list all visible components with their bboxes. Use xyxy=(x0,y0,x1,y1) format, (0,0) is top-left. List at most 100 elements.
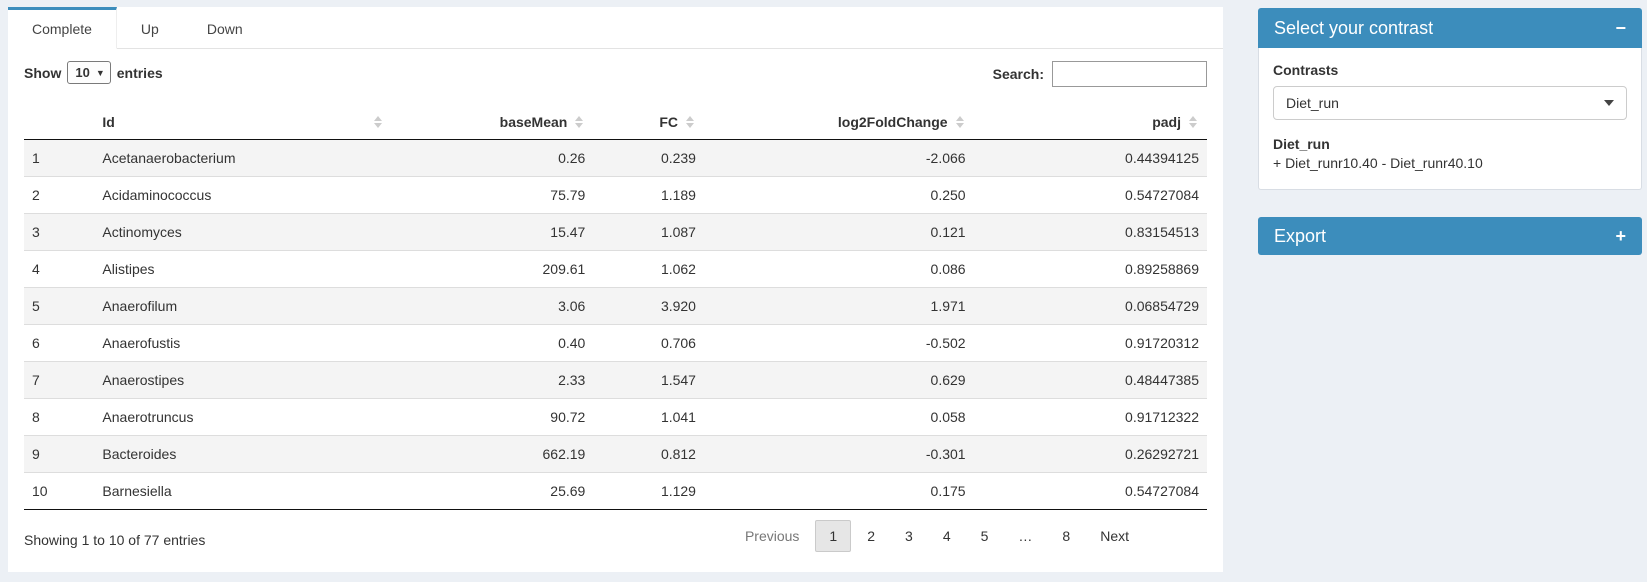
cell-id: Anaerostipes xyxy=(94,361,393,399)
column-header-fc[interactable]: FC xyxy=(593,105,704,140)
column-header-index xyxy=(24,105,95,140)
column-header-id[interactable]: Id xyxy=(94,105,393,140)
next-page-button[interactable]: Next xyxy=(1100,528,1129,544)
cell-basemean: 209.61 xyxy=(392,250,594,288)
cell-padj: 0.54727084 xyxy=(973,472,1207,510)
table-info: Showing 1 to 10 of 77 entries xyxy=(24,532,206,548)
cell-padj: 0.44394125 xyxy=(973,139,1207,177)
cell-log2foldchange: 0.086 xyxy=(703,250,974,288)
page-button-3[interactable]: 3 xyxy=(905,528,913,544)
cell-basemean: 0.40 xyxy=(392,324,594,362)
tab-up[interactable]: Up xyxy=(140,21,159,37)
table-body: 1 Acetanaerobacterium 0.26 0.239 -2.066 0.443… xyxy=(24,139,1207,510)
cell-log2foldchange: 0.175 xyxy=(703,472,974,510)
pagination-ellipsis: … xyxy=(1018,528,1033,544)
cell-id: Barnesiella xyxy=(94,472,393,510)
table-row[interactable]: 8 Anaerotruncus 90.72 1.041 0.058 0.91712322 xyxy=(24,398,1207,436)
cell-fc: 1.189 xyxy=(593,176,704,214)
cell-id: Acidaminococcus xyxy=(94,176,393,214)
cell-id: Alistipes xyxy=(94,250,393,288)
tab-bar: Complete Up Down xyxy=(8,7,1223,49)
search-label: Search: xyxy=(992,66,1044,82)
table-row[interactable]: 9 Bacteroides 662.19 0.812 -0.301 0.26292721 xyxy=(24,435,1207,473)
cell-padj: 0.06854729 xyxy=(973,287,1207,325)
expand-plus-icon[interactable]: + xyxy=(1615,226,1626,246)
cell-index: 6 xyxy=(24,324,95,362)
column-header-label: log2FoldChange xyxy=(837,114,948,130)
previous-page-button[interactable]: Previous xyxy=(744,528,800,544)
page-size-value: 10 xyxy=(75,65,90,80)
cell-log2foldchange: 0.058 xyxy=(703,398,974,436)
cell-padj: 0.89258869 xyxy=(973,250,1207,288)
cell-padj: 0.83154513 xyxy=(973,213,1207,251)
sort-icon xyxy=(685,116,694,128)
cell-padj: 0.91720312 xyxy=(973,324,1207,362)
tab-down[interactable]: Down xyxy=(206,21,243,37)
column-header-padj[interactable]: padj xyxy=(973,105,1207,140)
tab-complete[interactable]: Complete xyxy=(8,7,117,49)
cell-id: Anaerofustis xyxy=(94,324,393,362)
cell-basemean: 25.69 xyxy=(392,472,594,510)
table-row[interactable]: 6 Anaerofustis 0.40 0.706 -0.502 0.91720312 xyxy=(24,324,1207,362)
cell-basemean: 90.72 xyxy=(392,398,594,436)
sidebar: Select your contrast − Contrasts Diet_ru… xyxy=(1258,8,1642,282)
page-button-1[interactable]: 1 xyxy=(815,520,852,552)
cell-basemean: 75.79 xyxy=(392,176,594,214)
cell-index: 1 xyxy=(24,139,95,177)
cell-basemean: 2.33 xyxy=(392,361,594,399)
cell-index: 5 xyxy=(24,287,95,325)
cell-fc: 1.087 xyxy=(593,213,704,251)
cell-padj: 0.26292721 xyxy=(973,435,1207,473)
cell-basemean: 662.19 xyxy=(392,435,594,473)
cell-padj: 0.91712322 xyxy=(973,398,1207,436)
cell-basemean: 3.06 xyxy=(392,287,594,325)
cell-id: Bacteroides xyxy=(94,435,393,473)
collapse-minus-icon[interactable]: − xyxy=(1615,18,1626,38)
column-header-log2foldchange[interactable]: log2FoldChange xyxy=(703,105,974,140)
cell-log2foldchange: -0.301 xyxy=(703,435,974,473)
chevron-down-icon: ▼ xyxy=(95,67,105,78)
column-header-basemean[interactable]: baseMean xyxy=(392,105,594,140)
column-header-label: Id xyxy=(102,114,115,130)
table-row[interactable]: 2 Acidaminococcus 75.79 1.189 0.250 0.5472708… xyxy=(24,176,1207,214)
contrast-detail-text: + Diet_runr10.40 - Diet_runr40.10 xyxy=(1273,155,1483,171)
table-header-row: Id baseMean FC log2FoldChange padj xyxy=(24,105,1207,140)
cell-index: 9 xyxy=(24,435,95,473)
table-row[interactable]: 7 Anaerostipes 2.33 1.547 0.629 0.48447385 xyxy=(24,361,1207,399)
export-panel-header[interactable]: Export + xyxy=(1258,217,1642,255)
cell-index: 10 xyxy=(24,472,95,510)
contrast-select[interactable]: Diet_run xyxy=(1273,86,1627,120)
sort-icon xyxy=(1189,116,1197,128)
cell-id: Anaerofilum xyxy=(94,287,393,325)
page-button-4[interactable]: 4 xyxy=(942,528,951,544)
table-row[interactable]: 3 Actinomyces 15.47 1.087 0.121 0.83154513 xyxy=(24,213,1207,251)
table-row[interactable]: 4 Alistipes 209.61 1.062 0.086 0.89258869 xyxy=(24,250,1207,288)
page-button-2[interactable]: 2 xyxy=(867,528,876,544)
cell-log2foldchange: -2.066 xyxy=(703,139,974,177)
cell-id: Actinomyces xyxy=(94,213,393,251)
page-button-5[interactable]: 5 xyxy=(980,528,989,544)
results-card: Complete Up Down Show 10 ▼ entries Search:… xyxy=(8,7,1223,572)
page-size-select[interactable]: 10 ▼ xyxy=(67,61,111,84)
cell-fc: 1.041 xyxy=(593,398,704,436)
entries-label: entries xyxy=(116,64,163,81)
contrast-detail-title: Diet_run xyxy=(1273,136,1330,152)
export-panel-title: Export xyxy=(1274,225,1327,246)
page-button-8[interactable]: 8 xyxy=(1062,528,1071,544)
table-row[interactable]: 5 Anaerofilum 3.06 3.920 1.971 0.06854729 xyxy=(24,287,1207,325)
cell-fc: 0.706 xyxy=(593,324,704,362)
cell-index: 3 xyxy=(24,213,95,251)
cell-index: 2 xyxy=(24,176,95,214)
column-header-label: baseMean xyxy=(499,114,568,130)
cell-index: 8 xyxy=(24,398,95,436)
cell-id: Anaerotruncus xyxy=(94,398,393,436)
table-row[interactable]: 1 Acetanaerobacterium 0.26 0.239 -2.066 0.443… xyxy=(24,139,1207,177)
contrast-panel: Select your contrast − Contrasts Diet_ru… xyxy=(1258,8,1642,190)
contrast-panel-header[interactable]: Select your contrast − xyxy=(1258,8,1642,48)
sort-icon xyxy=(575,116,584,128)
pagination: Previous 1 2 3 4 5 … 8 Next xyxy=(729,520,1143,552)
table-row[interactable]: 10 Barnesiella 25.69 1.129 0.175 0.54727084 xyxy=(24,472,1207,510)
contrast-panel-title: Select your contrast xyxy=(1274,17,1434,38)
search-input[interactable] xyxy=(1052,61,1207,87)
results-table: Id baseMean FC log2FoldChange padj 1 Acetanae… xyxy=(24,105,1207,510)
